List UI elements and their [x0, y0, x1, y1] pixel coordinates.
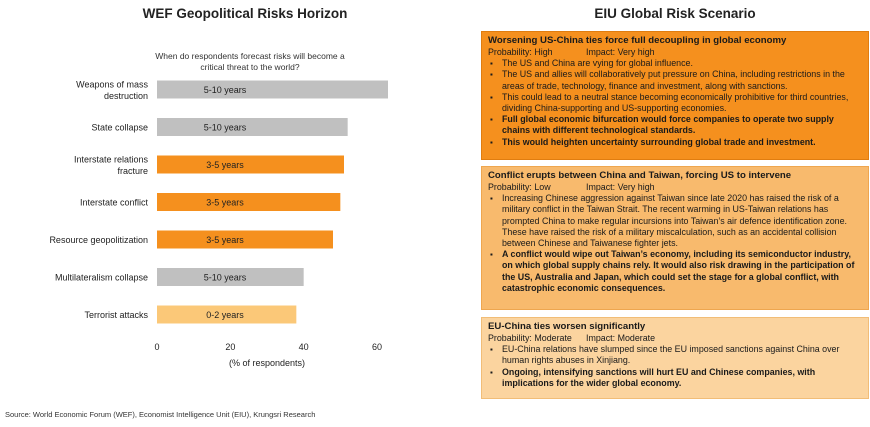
scenario-impact: Impact: Very high: [586, 47, 655, 57]
scenario-bullet: Full global economic bifurcation would f…: [490, 114, 862, 136]
scenario-box-eu-china: EU-China ties worsen significantly Proba…: [481, 317, 869, 399]
scenario-bullets: EU-China relations have slumped since th…: [488, 344, 862, 389]
category-label: Interstate conflict: [80, 198, 149, 208]
bar: [157, 305, 297, 324]
bar: [157, 80, 388, 99]
scenario-title: Worsening US-China ties force full decou…: [488, 35, 787, 46]
bar-data-label: 5-10 years: [204, 123, 247, 133]
scenario-title: EU-China ties worsen significantly: [488, 321, 646, 332]
x-tick-label: 0: [154, 342, 159, 352]
scenario-probability: Probability: Low: [488, 182, 551, 192]
bar-chart: 5-10 years Weapons of mass destruction 5-10…: [49, 79, 388, 368]
scenario-bullet: A conflict would wipe out Taiwan’s econo…: [490, 249, 862, 294]
bar-data-label: 5-10 years: [204, 273, 247, 283]
category-label: Multilateralism collapse: [55, 273, 148, 283]
bar-data-label: 3-5 years: [206, 235, 244, 245]
scenario-box-china-taiwan: Conflict erupts between China and Taiwan…: [481, 166, 869, 310]
x-tick-label: 40: [299, 342, 309, 352]
scenario-panel-title: EIU Global Risk Scenario: [594, 6, 756, 21]
bar-data-label: 0-2 years: [206, 310, 244, 320]
category-label: destruction: [104, 91, 148, 101]
scenario-impact: Impact: Very high: [586, 182, 655, 192]
bar: [157, 230, 333, 249]
scenario-box-us-china: Worsening US-China ties force full decou…: [481, 31, 869, 160]
scenario-meta: Probability: Moderate Impact: Moderate: [488, 333, 862, 344]
category-label: State collapse: [91, 123, 148, 133]
bar-data-label: 3-5 years: [206, 160, 244, 170]
scenario-probability: Probability: High: [488, 47, 553, 57]
scenario-bullet: Increasing Chinese aggression against Ta…: [490, 193, 862, 249]
scenario-bullet: EU-China relations have slumped since th…: [490, 344, 862, 366]
bar-data-label: 3-5 years: [206, 198, 244, 208]
category-label: Weapons of mass: [76, 79, 148, 89]
x-tick-label: 60: [372, 342, 382, 352]
scenario-probability: Probability: Moderate: [488, 333, 572, 343]
scenario-meta: Probability: High Impact: Very high: [488, 47, 862, 58]
scenario-bullet: This would heighten uncertainty surround…: [490, 137, 862, 148]
category-label: Resource geopolitization: [49, 235, 148, 245]
source-note: Source: World Economic Forum (WEF), Econ…: [5, 410, 316, 419]
category-label: Interstate relations: [74, 154, 149, 164]
scenario-impact: Impact: Moderate: [586, 333, 656, 343]
scenario-bullets: Increasing Chinese aggression against Ta…: [488, 193, 862, 294]
chart-subtitle: When do respondents forecast risks will …: [155, 51, 345, 72]
bar-data-label: 5-10 years: [204, 85, 247, 95]
scenario-meta: Probability: Low Impact: Very high: [488, 182, 862, 193]
scenario-bullet: The US and allies will collaboratively p…: [490, 69, 862, 91]
x-axis-label: (% of respondents): [229, 358, 305, 368]
bar: [157, 193, 341, 211]
chart-title: WEF Geopolitical Risks Horizon: [142, 6, 348, 21]
scenario-bullet: This could lead to a neutral stance beco…: [490, 92, 862, 114]
scenario-bullet: The US and China are vying for global in…: [490, 58, 862, 69]
bar: [157, 118, 348, 136]
bar: [157, 268, 304, 286]
bar: [157, 155, 344, 174]
scenario-bullets: The US and China are vying for global in…: [488, 58, 862, 148]
x-tick-label: 20: [225, 342, 235, 352]
scenario-bullet: Ongoing, intensifying sanctions will hur…: [490, 367, 862, 389]
category-label: Terrorist attacks: [84, 310, 148, 320]
scenario-title: Conflict erupts between China and Taiwan…: [488, 170, 792, 181]
category-label: fracture: [117, 166, 148, 176]
